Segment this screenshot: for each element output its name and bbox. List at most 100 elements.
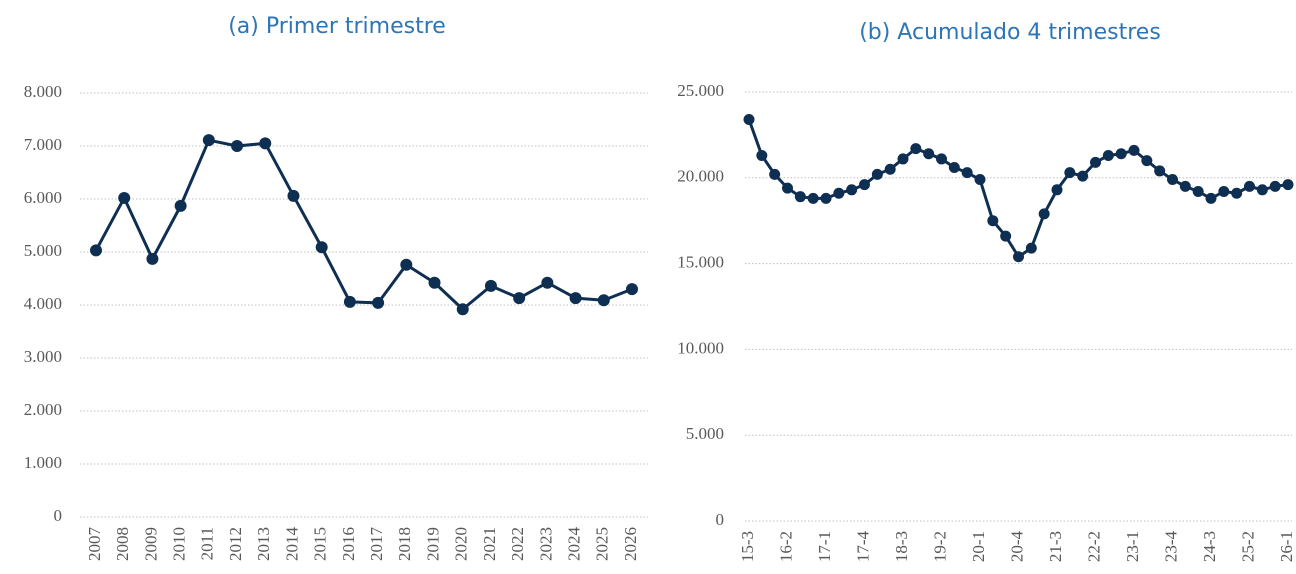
data-point: [1102, 149, 1114, 161]
data-point: [1025, 242, 1037, 254]
data-point: [484, 279, 497, 292]
data-point: [1205, 192, 1217, 204]
y-tick-label: 25.000: [677, 81, 724, 100]
data-point: [569, 292, 582, 305]
data-point: [859, 179, 870, 191]
x-tick-label: 20-1: [969, 531, 988, 562]
x-tick-label: 22-2: [1084, 531, 1103, 562]
data-point: [807, 192, 819, 204]
data-point: [1064, 167, 1076, 179]
x-tick-label: 2017: [367, 527, 386, 562]
x-tick-label: 19-2: [930, 531, 949, 562]
data-point: [597, 294, 610, 307]
data-point: [1000, 230, 1012, 242]
data-point: [1013, 251, 1024, 263]
data-point: [884, 163, 896, 175]
x-tick-label: 2019: [423, 527, 442, 561]
data-point: [626, 283, 638, 296]
x-tick-label: 21-3: [1046, 531, 1065, 562]
x-tick-label: 2007: [85, 527, 104, 562]
x-tick-label: 2018: [395, 527, 414, 561]
data-point: [961, 167, 973, 179]
y-tick-label: 4.000: [24, 294, 62, 313]
y-tick-label: 5.000: [686, 424, 724, 443]
chart-title: (b) Acumulado 4 trimestres: [859, 20, 1161, 45]
data-point: [936, 153, 947, 165]
data-point: [174, 199, 187, 212]
data-point: [343, 295, 356, 308]
y-tick-label: 0: [716, 510, 725, 529]
data-point: [118, 191, 131, 204]
data-point: [756, 149, 768, 161]
data-point: [400, 258, 413, 271]
x-tick-label: 2010: [170, 527, 189, 561]
data-point: [833, 187, 845, 199]
y-tick-label: 0: [54, 506, 63, 525]
data-point: [513, 292, 526, 305]
y-tick-label: 5.000: [24, 241, 62, 260]
data-point: [1179, 180, 1191, 192]
data-point: [769, 168, 781, 180]
data-point: [541, 276, 554, 289]
data-point: [259, 137, 272, 150]
x-tick-label: 2021: [480, 527, 499, 561]
x-tick-label: 2014: [282, 527, 301, 562]
x-tick-label: 23-1: [1123, 531, 1142, 562]
x-tick-label: 18-3: [892, 531, 911, 562]
x-tick-label: 17-4: [853, 531, 872, 563]
data-point: [948, 162, 960, 174]
data-point: [1141, 155, 1153, 167]
x-tick-label: 2023: [536, 527, 555, 561]
x-tick-label: 24-3: [1200, 531, 1219, 562]
data-point: [1051, 184, 1063, 196]
data-point: [90, 244, 102, 257]
data-point: [1192, 186, 1204, 198]
x-tick-label: 2012: [226, 527, 245, 561]
data-point: [456, 303, 469, 316]
data-point: [923, 148, 935, 160]
y-tick-label: 8.000: [24, 82, 62, 101]
x-tick-label: 2026: [621, 527, 640, 561]
data-point: [372, 296, 385, 309]
y-tick-label: 15.000: [677, 253, 724, 272]
y-tick-label: 10.000: [677, 338, 724, 357]
x-tick-label: 2020: [452, 527, 471, 561]
x-tick-label: 26-1: [1277, 531, 1296, 562]
data-point: [1154, 165, 1166, 177]
data-point: [743, 113, 755, 125]
data-point: [1167, 174, 1178, 186]
data-point: [987, 215, 999, 227]
x-tick-label: 20-4: [1007, 531, 1026, 563]
data-point: [910, 143, 922, 155]
data-point: [1038, 208, 1050, 220]
x-tick-label: 16-2: [776, 531, 795, 562]
data-point: [1256, 184, 1268, 196]
data-point: [782, 182, 793, 194]
data-point: [871, 168, 883, 180]
data-point: [794, 191, 806, 203]
data-point: [1282, 179, 1294, 191]
x-tick-label: 2015: [311, 527, 330, 561]
data-point: [287, 189, 300, 202]
data-point: [146, 252, 159, 265]
data-point: [1115, 148, 1127, 160]
x-tick-label: 2016: [339, 527, 358, 561]
data-point: [1077, 170, 1089, 182]
data-point: [202, 134, 215, 147]
x-tick-label: 25-2: [1238, 531, 1257, 562]
x-tick-label: 2024: [564, 527, 583, 562]
x-tick-label: 2009: [141, 527, 160, 561]
data-point: [428, 276, 441, 289]
x-tick-label: 2022: [508, 527, 527, 561]
x-tick-label: 2008: [113, 527, 132, 561]
data-point: [1269, 180, 1281, 192]
data-point: [231, 140, 244, 152]
y-tick-label: 20.000: [677, 167, 724, 186]
x-tick-label: 15-3: [738, 531, 757, 562]
y-tick-label: 2.000: [24, 400, 62, 419]
data-point: [1128, 144, 1140, 156]
data-point: [1231, 187, 1243, 199]
series-line: [747, 118, 1289, 259]
x-tick-label: 23-4: [1161, 531, 1180, 563]
